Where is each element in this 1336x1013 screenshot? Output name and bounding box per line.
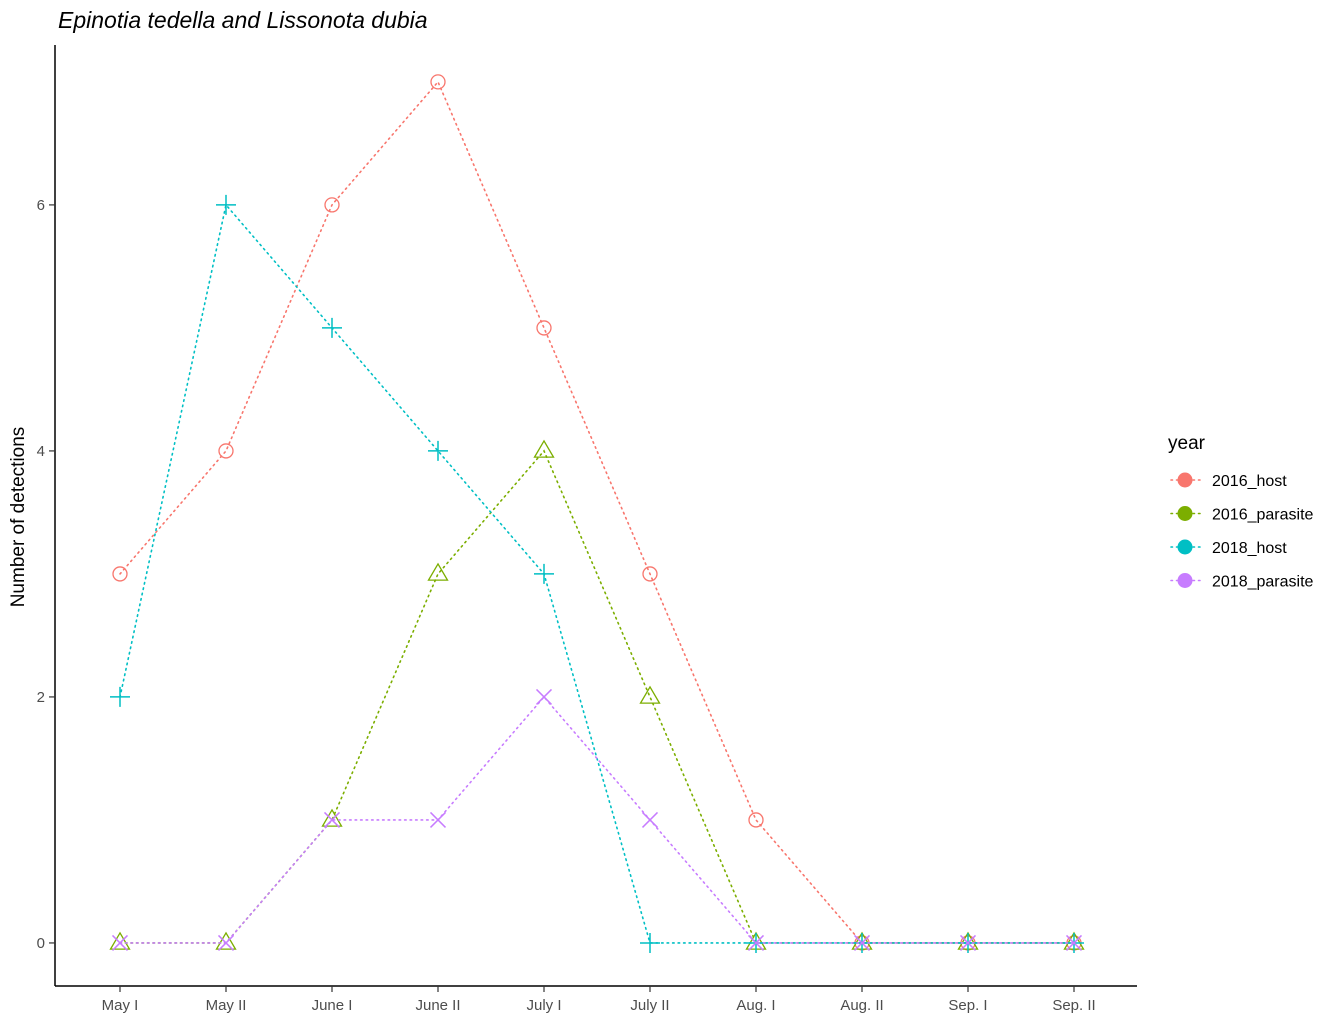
data-point-2018_parasite (323, 811, 341, 828)
data-point-2018_parasite (959, 934, 977, 951)
legend-item-2018_parasite: 2018_parasite (1170, 573, 1314, 591)
x-tick-label: July I (526, 997, 561, 1013)
data-point-2018_parasite (747, 934, 765, 951)
data-point-2018_parasite (111, 934, 129, 951)
data-point-2016_parasite (109, 931, 131, 950)
series-2016_host (112, 74, 1082, 951)
data-point-2016_parasite (533, 439, 555, 458)
x-ticks: May I May II June I June II July I July II Aug… (102, 986, 1096, 1013)
series-layer (109, 74, 1085, 953)
data-point-2018_host (534, 563, 554, 584)
x-tick-label: May I (102, 997, 139, 1013)
data-point-2016_host (112, 566, 128, 582)
legend-swatch (1177, 573, 1193, 588)
data-point-2016_parasite (321, 808, 343, 827)
y-tick-label: 2 (37, 689, 45, 706)
legend-items: 2016_host 2016_parasite 2018_host 2018_para… (1170, 472, 1314, 591)
data-point-2016_host (218, 443, 234, 459)
data-point-2018_host (216, 194, 236, 215)
legend-label: 2016_host (1212, 473, 1287, 490)
series-2018_parasite (111, 688, 1083, 951)
y-tick-label: 0 (37, 935, 45, 952)
data-point-2016_host (748, 812, 764, 828)
x-tick-label: Sep. I (948, 997, 987, 1013)
data-point-2018_host (110, 686, 130, 707)
legend-label: 2016_parasite (1212, 507, 1314, 524)
legend-swatch (1177, 506, 1193, 521)
y-tick-label: 6 (37, 197, 45, 214)
legend-label: 2018_host (1212, 540, 1287, 557)
data-point-2016_host (430, 74, 446, 90)
x-tick-label: Aug. II (840, 997, 883, 1013)
data-point-2018_host (640, 932, 660, 953)
data-point-2018_parasite (429, 811, 447, 828)
series-2016_parasite (109, 439, 1085, 950)
data-point-2016_parasite (215, 931, 237, 950)
data-point-2018_parasite (1065, 934, 1083, 951)
legend-item-2016_parasite: 2016_parasite (1170, 506, 1314, 524)
data-point-2016_host (324, 197, 340, 213)
data-point-2016_parasite (639, 685, 661, 704)
y-axis-label: Number of detections (8, 427, 29, 608)
series-line-2016_parasite (119, 449, 1075, 944)
legend: year 2016_host 2016_parasite 2018_host 2018… (1168, 433, 1314, 591)
data-point-2018_host (322, 317, 342, 338)
data-point-2016_host (642, 566, 658, 582)
data-point-2018_parasite (641, 811, 659, 828)
x-tick-label: May II (206, 997, 247, 1013)
legend-swatch (1177, 539, 1193, 555)
legend-swatch (1177, 472, 1193, 488)
x-tick-label: Aug. I (736, 997, 775, 1013)
data-point-2018_parasite (853, 934, 871, 951)
x-tick-label: July II (630, 997, 669, 1013)
x-tick-label: June I (312, 997, 353, 1013)
data-point-2016_parasite (427, 562, 449, 581)
legend-item-2018_host: 2018_host (1170, 539, 1287, 557)
series-line-2018_parasite (119, 695, 1075, 944)
legend-title: year (1168, 433, 1206, 454)
series-line-2016_host (119, 80, 1075, 944)
data-point-2018_host (428, 440, 448, 461)
x-tick-label: June II (415, 997, 460, 1013)
y-ticks: 0 2 4 6 (37, 197, 55, 952)
legend-item-2016_host: 2016_host (1170, 472, 1287, 490)
data-point-2016_host (536, 320, 552, 336)
legend-label: 2018_parasite (1212, 574, 1314, 591)
data-point-2018_parasite (217, 934, 235, 951)
data-point-2018_parasite (535, 688, 553, 705)
chart-title: Epinotia tedella and Lissonota dubia (58, 7, 428, 33)
plot-area: 0 2 4 6 May I May II June I June II July I July … (37, 45, 1137, 1013)
y-tick-label: 4 (37, 443, 45, 460)
x-tick-label: Sep. II (1052, 997, 1095, 1013)
